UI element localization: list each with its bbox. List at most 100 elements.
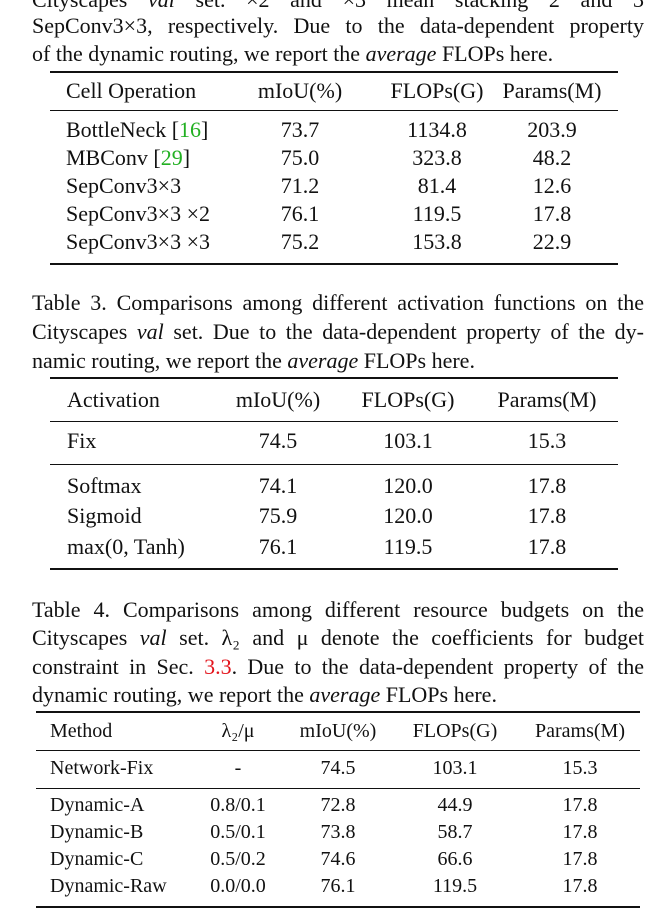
caption-line: namic routing, we report the average FLO… bbox=[32, 347, 644, 375]
text: average bbox=[309, 682, 381, 707]
citation[interactable]: 29 bbox=[160, 145, 183, 170]
table-cell: 75.0 bbox=[280, 145, 320, 170]
text: FLOPs here. bbox=[380, 682, 497, 707]
table-cell: max(0, Tanh) bbox=[67, 534, 185, 559]
caption-line: Cityscapes val set. Due to the data-depe… bbox=[32, 318, 644, 346]
header-cell: Params(M) bbox=[497, 387, 597, 412]
table-cell: 153.8 bbox=[412, 229, 462, 254]
table-cell: 17.8 bbox=[562, 821, 598, 843]
header-cell: Activation bbox=[67, 387, 160, 412]
table-cell: 75.9 bbox=[258, 503, 298, 528]
text: MBConv [ bbox=[66, 145, 161, 170]
table-cell: 15.3 bbox=[562, 757, 598, 779]
caption-line: Cityscapes val set. ×2 and ×3 mean stack… bbox=[32, 0, 644, 14]
text: val bbox=[139, 625, 167, 650]
table-cell: 17.8 bbox=[562, 875, 598, 897]
header-cell: FLOPs(G) bbox=[361, 387, 455, 412]
table-cell: 0.0/0.0 bbox=[210, 875, 266, 897]
caption-line: Cityscapes val set. λ₂ and μ denote the … bbox=[32, 624, 644, 652]
table-rule bbox=[50, 377, 618, 379]
table-rule bbox=[36, 711, 640, 713]
header-cell: FLOPs(G) bbox=[412, 720, 498, 742]
table-cell: 120.0 bbox=[383, 473, 433, 498]
table-cell: Softmax bbox=[67, 473, 142, 498]
text: BottleNeck [ bbox=[66, 117, 180, 142]
table-cell: 17.8 bbox=[527, 534, 567, 559]
caption-line: Table 3. Comparisons among different act… bbox=[32, 289, 644, 317]
table-cell: 17.8 bbox=[562, 794, 598, 816]
table-cell: Dynamic-A bbox=[50, 794, 145, 816]
table-cell: SepConv3×3 bbox=[66, 173, 182, 198]
table-cell: Network-Fix bbox=[50, 757, 154, 779]
text: dynamic routing, we report the bbox=[32, 682, 310, 707]
table-cell: 74.5 bbox=[320, 757, 356, 779]
table-cell: 74.5 bbox=[258, 428, 298, 453]
table-cell: SepConv3×3 ×2 bbox=[66, 201, 210, 226]
table-cell: 73.7 bbox=[280, 117, 320, 142]
header-cell: mIoU(%) bbox=[299, 720, 377, 742]
table-cell: 12.6 bbox=[532, 173, 572, 198]
text: Table 3. Comparisons among different act… bbox=[32, 290, 644, 315]
text: Cityscapes bbox=[32, 625, 140, 650]
header-cell: FLOPs(G) bbox=[390, 78, 484, 103]
caption-line: SepConv3×3, respectively. Due to the dat… bbox=[32, 12, 644, 40]
table-cell: 120.0 bbox=[383, 503, 433, 528]
table-cell: 17.8 bbox=[527, 473, 567, 498]
table-cell: 76.1 bbox=[320, 875, 356, 897]
text: constraint in Sec. bbox=[32, 654, 205, 679]
table-cell: 0.8/0.1 bbox=[210, 794, 266, 816]
table-rule bbox=[50, 71, 618, 73]
table-cell: 76.1 bbox=[258, 534, 298, 559]
table-cell: 0.5/0.1 bbox=[210, 821, 266, 843]
header-cell: Params(M) bbox=[535, 720, 625, 742]
text: Table 4. Comparisons among different res… bbox=[32, 597, 644, 622]
text: SepConv3×3, respectively. Due to the dat… bbox=[32, 13, 644, 38]
table-cell: 17.8 bbox=[532, 201, 572, 226]
table-cell: 15.3 bbox=[527, 428, 567, 453]
text: set. ×2 and ×3 mean stacking 2 and 3 bbox=[175, 0, 644, 12]
text: val bbox=[136, 319, 164, 344]
table-cell: 119.5 bbox=[383, 534, 433, 559]
caption-line: Table 4. Comparisons among different res… bbox=[32, 596, 644, 624]
table-cell: 22.9 bbox=[532, 229, 572, 254]
table-cell: 58.7 bbox=[437, 821, 473, 843]
table-cell: Fix bbox=[67, 428, 97, 453]
caption-line: of the dynamic routing, we report the av… bbox=[32, 40, 644, 68]
table-cell: - bbox=[234, 757, 242, 779]
link[interactable]: 3.3 bbox=[204, 654, 232, 679]
text: average bbox=[365, 41, 437, 66]
table-cell: 48.2 bbox=[532, 145, 572, 170]
table-cell: BottleNeck [16] bbox=[66, 119, 208, 141]
table-cell: 119.5 bbox=[432, 875, 478, 897]
citation[interactable]: 16 bbox=[179, 117, 202, 142]
header-cell: mIoU(%) bbox=[235, 387, 321, 412]
table-rule bbox=[50, 263, 618, 265]
table-cell: 119.5 bbox=[412, 201, 462, 226]
table-cell: Dynamic-B bbox=[50, 821, 144, 843]
text: FLOPs here. bbox=[436, 41, 554, 66]
text: set. Due to the data-dependent property … bbox=[163, 319, 644, 344]
table-cell: 1134.8 bbox=[407, 117, 467, 142]
caption-line: constraint in Sec. 3.3. Due to the data-… bbox=[32, 653, 644, 681]
text: of the dynamic routing, we report the bbox=[32, 41, 366, 66]
table-rule bbox=[50, 421, 618, 422]
table-cell: MBConv [29] bbox=[66, 147, 190, 169]
table-rule bbox=[36, 906, 640, 908]
header-cell: Cell Operation bbox=[66, 78, 197, 103]
table-cell: 72.8 bbox=[320, 794, 356, 816]
table-cell: 203.9 bbox=[527, 117, 577, 142]
table-cell: Dynamic-C bbox=[50, 848, 144, 870]
table-cell: 103.1 bbox=[383, 428, 433, 453]
text: set. λ₂ and μ denote the coefficients fo… bbox=[166, 625, 644, 650]
table-cell: Sigmoid bbox=[67, 503, 142, 528]
table-cell: 103.1 bbox=[432, 757, 478, 779]
table-cell: 17.8 bbox=[527, 503, 567, 528]
text: ] bbox=[182, 145, 191, 170]
table-cell: 73.8 bbox=[320, 821, 356, 843]
text: . Due to the data-dependent property of … bbox=[231, 654, 644, 679]
table-cell: Dynamic-Raw bbox=[50, 875, 167, 897]
text: namic routing, we report the bbox=[32, 348, 288, 373]
table-cell: 71.2 bbox=[280, 173, 320, 198]
table-rule bbox=[50, 464, 618, 465]
